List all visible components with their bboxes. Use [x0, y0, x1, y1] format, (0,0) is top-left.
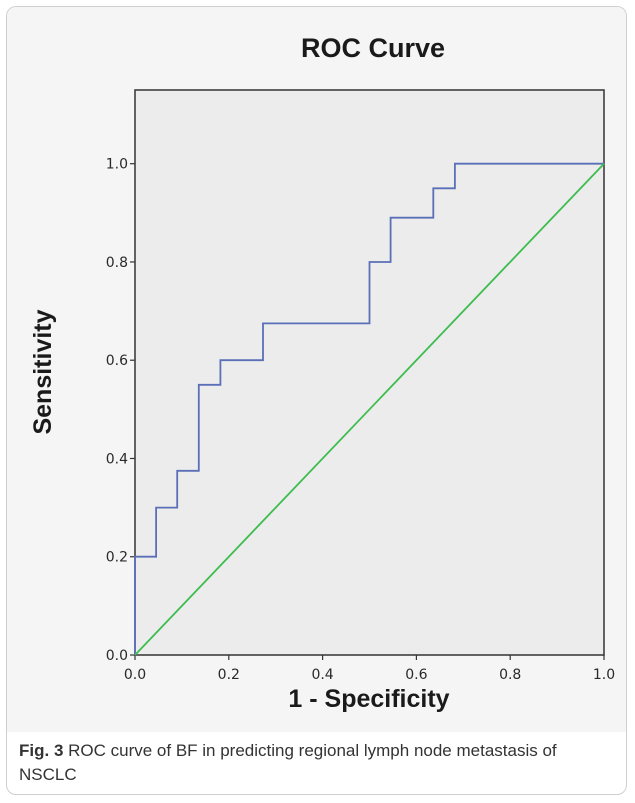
caption-label: Fig. 3 [19, 741, 64, 760]
roc-chart: ROC Curve 0.0 0.2 0.4 0.6 0.8 1.0 0.0 0.2 0.4 0.6… [29, 33, 615, 713]
figure-caption: Fig. 3 ROC curve of BF in predicting reg… [19, 739, 609, 787]
y-tick-label: 1.0 [106, 157, 128, 173]
figure-frame: ROC Curve 0.0 0.2 0.4 0.6 0.8 1.0 0.0 0.2 0.4 0.6… [6, 6, 627, 795]
y-tick-label: 0.8 [106, 255, 128, 271]
figure-area: ROC Curve 0.0 0.2 0.4 0.6 0.8 1.0 0.0 0.2 0.4 0.6… [7, 7, 626, 732]
x-tick-label: 0.4 [311, 667, 333, 683]
x-tick-label: 0.6 [405, 667, 427, 683]
x-axis-label: 1 - Specificity [288, 685, 449, 713]
x-tick-label: 0.0 [124, 667, 146, 683]
x-tick-label: 1.0 [593, 667, 615, 683]
x-tick-label: 0.2 [218, 667, 240, 683]
y-axis-label: Sensitivity [29, 309, 57, 434]
reference-diagonal-line [134, 163, 605, 656]
chart-title: ROC Curve [301, 33, 445, 63]
plot-area [134, 89, 605, 656]
roc-curve-line [134, 162, 604, 655]
y-tick-label: 0.6 [106, 353, 128, 369]
caption-text: ROC curve of BF in predicting regional l… [19, 741, 557, 784]
y-tick-label: 0.0 [106, 648, 128, 664]
y-tick-label: 0.2 [106, 550, 128, 566]
x-tick-label: 0.8 [499, 667, 521, 683]
y-tick-label: 0.4 [106, 451, 128, 467]
series-layer [134, 162, 605, 656]
ticks: 0.0 0.2 0.4 0.6 0.8 1.0 0.0 0.2 0.4 0.6 0.8 1.0 [106, 157, 615, 683]
